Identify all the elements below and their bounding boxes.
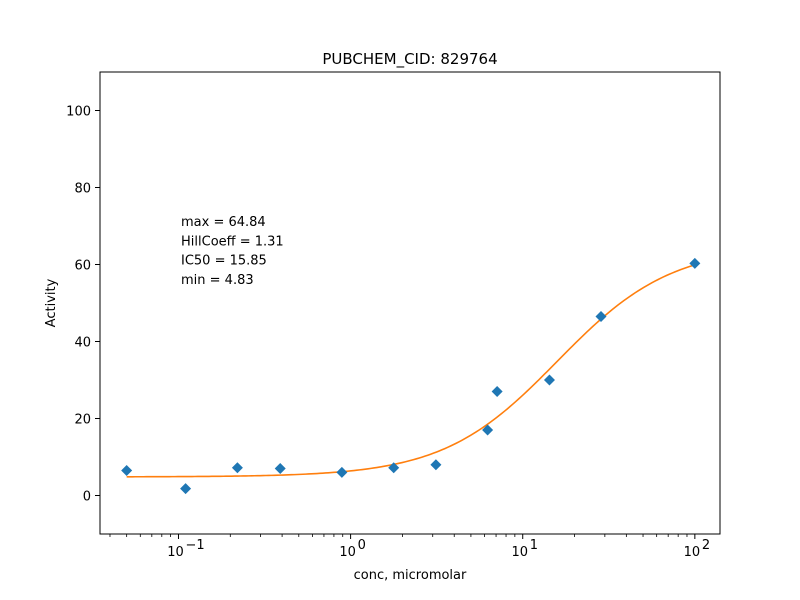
y-tick-label: 20 <box>74 413 91 428</box>
x-tick-exponent: 0 <box>358 538 366 553</box>
x-tick-exponent: 2 <box>702 538 710 553</box>
y-tick-label: 100 <box>66 105 91 120</box>
fit-parameters: max = 64.84 HillCoeff = 1.31 IC50 = 15.85 m… <box>181 215 284 288</box>
y-tick-label: 40 <box>74 336 91 351</box>
data-point <box>689 257 701 269</box>
data-point <box>491 386 503 398</box>
x-tick-label: 10 <box>511 545 528 560</box>
x-tick-exponent: −1 <box>185 538 204 553</box>
y-tick-label: 0 <box>83 490 91 505</box>
plot-frame <box>99 71 721 535</box>
x-tick-label: 10 <box>167 545 184 560</box>
y-tick-label: 80 <box>74 182 91 197</box>
data-point <box>121 464 133 476</box>
data-point <box>595 310 607 322</box>
chart-title: PUBCHEM_CID: 829764 <box>322 50 497 69</box>
y-axis-label: Activity <box>44 278 59 327</box>
fit-parameter-label: HillCoeff = 1.31 <box>181 234 284 249</box>
data-point <box>180 483 192 495</box>
data-point <box>543 374 555 386</box>
x-tick-label: 10 <box>684 545 701 560</box>
fit-parameter-label: IC50 = 15.85 <box>181 254 267 269</box>
data-point <box>482 424 494 436</box>
y-tick-label: 60 <box>74 259 91 274</box>
fit-parameter-label: min = 4.83 <box>181 273 254 288</box>
data-point <box>430 459 442 471</box>
data-point <box>336 466 348 478</box>
data-point <box>388 462 400 474</box>
x-axis-label: conc, micromolar <box>354 568 467 583</box>
fit-parameter-label: max = 64.84 <box>181 215 266 230</box>
data-point <box>274 463 286 475</box>
x-tick-label: 10 <box>339 545 356 560</box>
data-point <box>231 462 243 474</box>
x-tick-exponent: 1 <box>530 538 538 553</box>
